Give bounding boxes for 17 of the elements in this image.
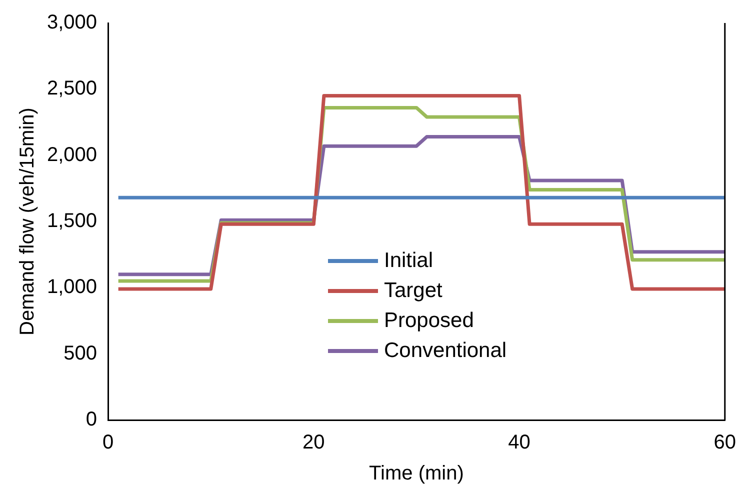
y-tick-label: 500 [64, 342, 98, 364]
legend-label: Target [384, 278, 442, 304]
x-tick-label: 40 [508, 432, 530, 454]
y-axis-title: Demand flow (veh/15min) [16, 108, 39, 336]
x-tick-label: 0 [102, 432, 114, 454]
legend-label: Conventional [384, 338, 507, 364]
y-tick-label: 3,000 [46, 12, 98, 34]
y-tick-label: 1,000 [46, 276, 98, 298]
legend-label: Proposed [384, 308, 474, 334]
y-tick-label: 2,000 [46, 144, 98, 166]
x-tick-label: 20 [302, 432, 325, 454]
legend-label: Initial [384, 248, 434, 274]
y-tick-label: 0 [86, 408, 98, 431]
x-axis-title: Time (min) [369, 462, 464, 485]
x-tick-label: 60 [714, 432, 736, 454]
y-tick-label: 1,500 [46, 210, 98, 232]
y-tick-label: 2,500 [46, 78, 98, 100]
